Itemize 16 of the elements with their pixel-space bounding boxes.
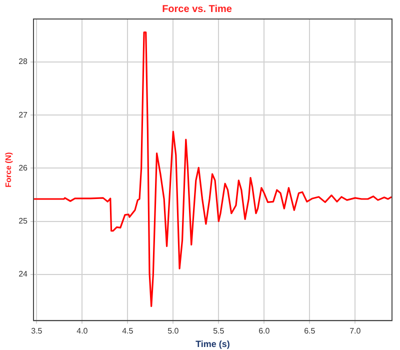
y-axis-title: Force (N) (4, 152, 14, 188)
x-tick-label: 4.5 (122, 326, 134, 336)
y-tick-label: 24 (18, 270, 28, 279)
y-tick-label: 25 (18, 216, 28, 226)
x-tick-label: 6.5 (304, 326, 316, 336)
x-axis-title: Time (s) (196, 339, 230, 350)
y-tick-label: 26 (18, 163, 28, 172)
x-tick-label: 4.0 (76, 326, 88, 336)
y-tick-label: 28 (18, 57, 28, 66)
x-tick-label: 5.0 (168, 326, 180, 336)
x-tick-label: 6.0 (258, 326, 270, 336)
x-tick-label: 3.5 (31, 326, 43, 336)
chart-title: Force vs. Time (162, 4, 232, 15)
x-tick-label: 5.5 (213, 326, 225, 336)
x-tick-label: 7.0 (350, 326, 362, 336)
y-tick-label: 27 (18, 110, 28, 120)
